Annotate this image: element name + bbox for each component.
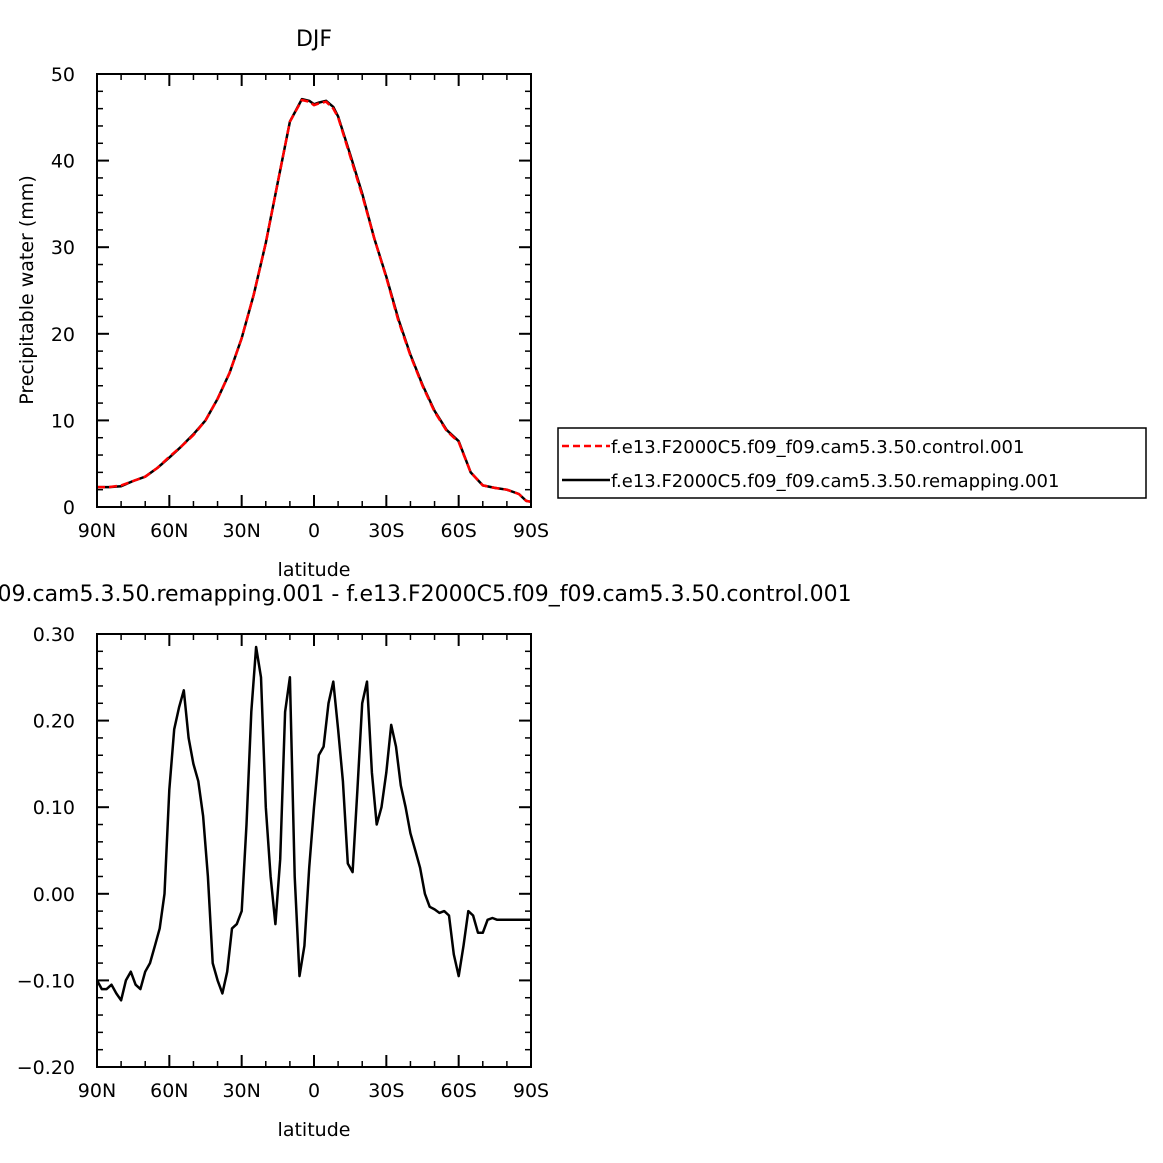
bottom-chart-title: f.e13.F2000C5.f09_f09.cam5.3.50.remappin… <box>0 582 852 607</box>
top-y-tick-label: 10 <box>51 410 75 432</box>
bottom-x-tick-label: 30S <box>368 1080 404 1102</box>
bottom-y-tick-label: −0.10 <box>17 970 75 992</box>
bottom-y-tick-label: 0.20 <box>33 711 75 733</box>
legend-box <box>557 427 1147 499</box>
bottom-series-lines <box>95 645 531 1002</box>
top-x-tick-label: 60N <box>150 520 188 542</box>
top-x-tick-label: 90N <box>78 520 116 542</box>
top-y-tick-label: 50 <box>51 64 75 86</box>
bottom-x-tick-label: 0 <box>308 1080 320 1102</box>
top-series-line <box>97 98 532 504</box>
bottom-x-tick-label: 90N <box>78 1080 116 1102</box>
bottom-y-tick-label: −0.20 <box>17 1057 75 1079</box>
bottom-y-tick-label: 0.30 <box>33 624 75 646</box>
bottom-y-tick-label: 0.00 <box>33 884 75 906</box>
bottom-panel: f.e13.F2000C5.f09_f09.cam5.3.50.remappin… <box>0 582 852 1141</box>
top-x-axis-label: latitude <box>278 559 351 581</box>
top-chart-title: DJF <box>296 27 332 52</box>
top-y-axis-label: Precipitable water (mm) <box>16 175 38 404</box>
top-series-line <box>97 97 532 504</box>
top-y-tick-label: 40 <box>51 151 75 173</box>
top-y-tick-label: 0 <box>63 497 75 519</box>
bottom-y-tick-label: 0.10 <box>33 797 75 819</box>
legend-label-control: f.e13.F2000C5.f09_f09.cam5.3.50.control.… <box>611 437 1024 458</box>
bottom-x-tick-label: 30N <box>222 1080 260 1102</box>
legend: f.e13.F2000C5.f09_f09.cam5.3.50.control.… <box>557 427 1147 499</box>
top-y-tick-label: 30 <box>51 237 75 259</box>
bottom-x-tick-label: 90S <box>513 1080 549 1102</box>
top-x-tick-label: 30N <box>222 520 260 542</box>
top-x-tick-label: 60S <box>441 520 477 542</box>
bottom-plot-frame <box>96 633 532 1068</box>
top-panel: DJF Precipitable water (mm) latitude 90N… <box>16 27 549 581</box>
legend-label-remapping: f.e13.F2000C5.f09_f09.cam5.3.50.remappin… <box>611 471 1059 492</box>
bottom-x-axis-label: latitude <box>278 1119 351 1141</box>
top-x-tick-label: 0 <box>308 520 320 542</box>
bottom-series-line <box>95 645 531 1002</box>
top-x-tick-label: 30S <box>368 520 404 542</box>
top-series-lines <box>97 97 532 504</box>
top-ticks: 90N 60N 30N 0 30S 60S 90S 0 10 20 30 40 50 <box>51 64 549 542</box>
top-plot-frame <box>96 73 532 508</box>
bottom-x-tick-label: 60S <box>441 1080 477 1102</box>
top-x-tick-label: 90S <box>513 520 549 542</box>
top-y-tick-label: 20 <box>51 324 75 346</box>
bottom-x-tick-label: 60N <box>150 1080 188 1102</box>
